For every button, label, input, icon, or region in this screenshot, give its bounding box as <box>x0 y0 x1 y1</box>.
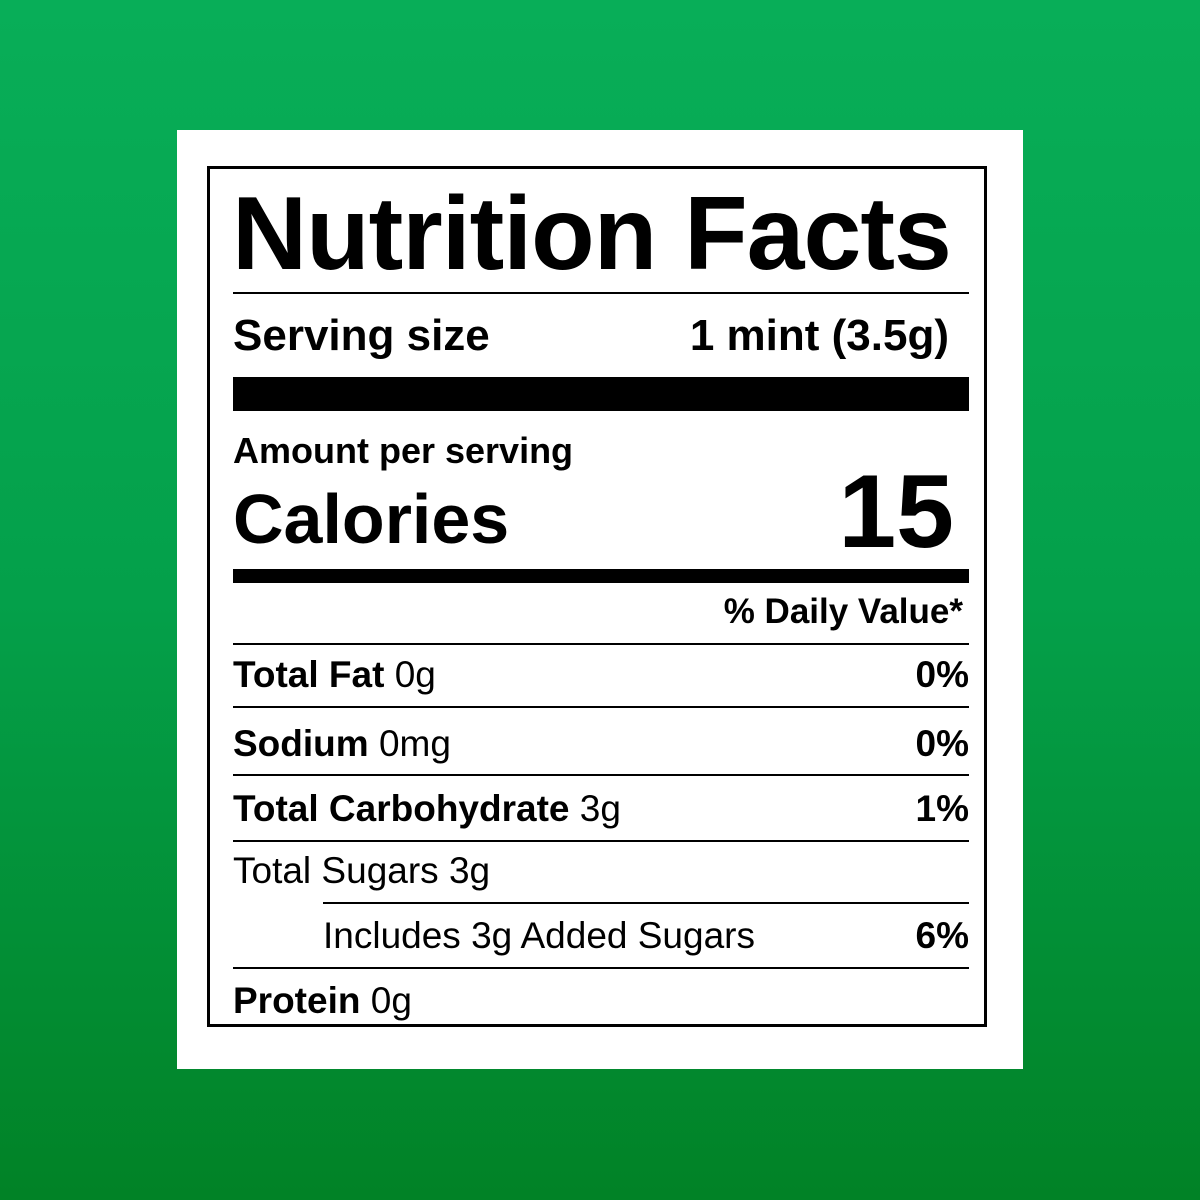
amount-per-serving: Amount per serving <box>233 430 574 471</box>
divider <box>233 706 969 708</box>
serving-size-value: 1 mint (3.5g) <box>689 311 949 360</box>
nutrient-name: Sodium <box>233 723 369 764</box>
nutrient-name: Total Carbohydrate <box>233 788 570 829</box>
divider <box>233 840 969 842</box>
nutrient-row-total-sugars: Total Sugars 3g <box>233 851 969 891</box>
nutrient-name: Total Fat <box>233 654 385 695</box>
nutrient-name: Includes 3g Added Sugars <box>323 915 755 956</box>
nutrient-amount: 0g <box>370 980 412 1021</box>
divider <box>233 292 969 294</box>
thick-divider <box>233 377 969 411</box>
nutrient-row-protein: Protein 0g <box>233 981 969 1021</box>
medium-divider <box>233 569 969 583</box>
indented-divider <box>323 902 969 904</box>
nutrient-dv: 0% <box>915 723 969 764</box>
nutrient-row-sodium: Sodium 0mg 0% <box>233 724 969 764</box>
nutrient-row-total-carbohydrate: Total Carbohydrate 3g 1% <box>233 789 969 829</box>
label-title: Nutrition Facts <box>232 176 952 292</box>
daily-value-header: % Daily Value* <box>723 592 963 631</box>
nutrient-dv: 6% <box>915 915 969 956</box>
divider <box>233 967 969 969</box>
nutrient-dv: 1% <box>915 788 969 829</box>
nutrient-amount: 0mg <box>378 723 451 764</box>
nutrition-facts-label: Nutrition Facts Serving size 1 mint (3.5… <box>207 166 987 1027</box>
nutrient-amount: 0g <box>394 654 436 695</box>
nutrient-name: Protein <box>233 980 361 1021</box>
nutrient-row-total-fat: Total Fat 0g 0% <box>233 655 969 695</box>
serving-size-label: Serving size <box>233 311 490 360</box>
calories-label: Calories <box>233 480 510 558</box>
nutrient-name: Total Sugars 3g <box>233 850 491 891</box>
nutrient-dv: 0% <box>915 654 969 695</box>
calories-value: 15 <box>838 454 954 570</box>
divider <box>233 774 969 776</box>
divider <box>233 643 969 645</box>
nutrient-amount: 3g <box>579 788 621 829</box>
nutrition-card: Nutrition Facts Serving size 1 mint (3.5… <box>177 130 1023 1069</box>
